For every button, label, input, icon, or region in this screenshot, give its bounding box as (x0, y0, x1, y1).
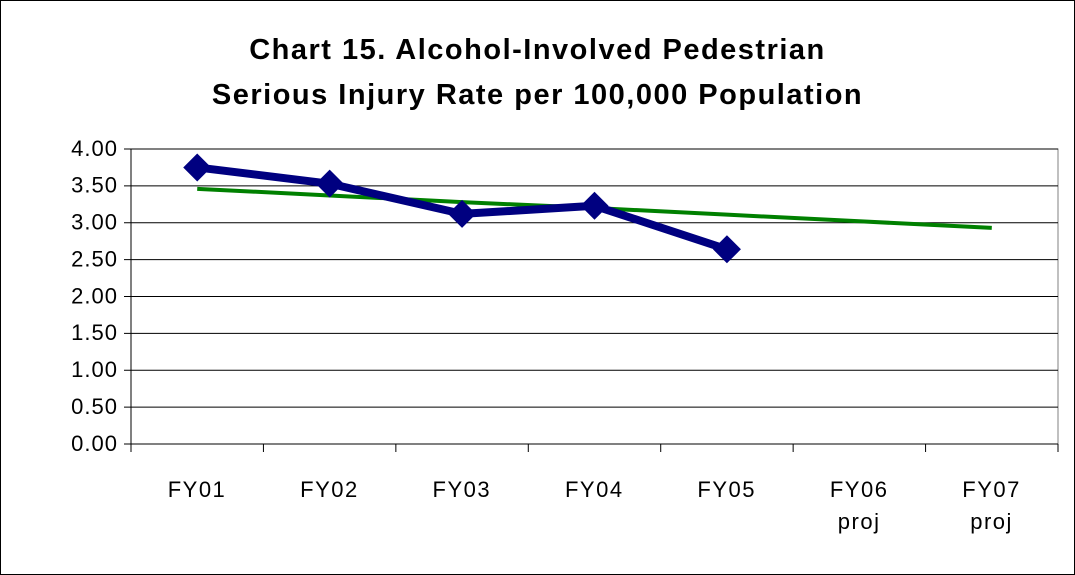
marker (580, 191, 609, 220)
x-tick-label: FY02 (300, 477, 359, 502)
x-tick-label: FY03 (432, 477, 492, 502)
chart-title: Chart 15. Alcohol-Involved Pedestrian Se… (211, 34, 864, 111)
y-tick-label: 3.00 (71, 210, 118, 235)
x-tick-label: FY01 (167, 477, 227, 502)
y-tick-label: 1.00 (71, 357, 118, 382)
x-tick-label: FY06 proj (829, 477, 889, 534)
x-tick-label: FY05 (697, 477, 756, 502)
y-tick-label: 2.50 (71, 246, 118, 271)
y-tick-label: 4.00 (71, 136, 118, 161)
marker (712, 235, 741, 264)
x-tick-label: FY04 (564, 477, 624, 502)
y-tick-label: 3.50 (71, 173, 118, 198)
y-tick-label: 2.00 (71, 283, 118, 308)
y-tick-label: 1.50 (71, 320, 118, 345)
marker (315, 169, 344, 198)
x-tick-label: FY07 proj (962, 477, 1021, 534)
marker (448, 199, 477, 228)
marker (183, 153, 212, 182)
y-tick-label: 0.50 (71, 394, 118, 419)
y-tick-label: 0.00 (71, 431, 118, 456)
